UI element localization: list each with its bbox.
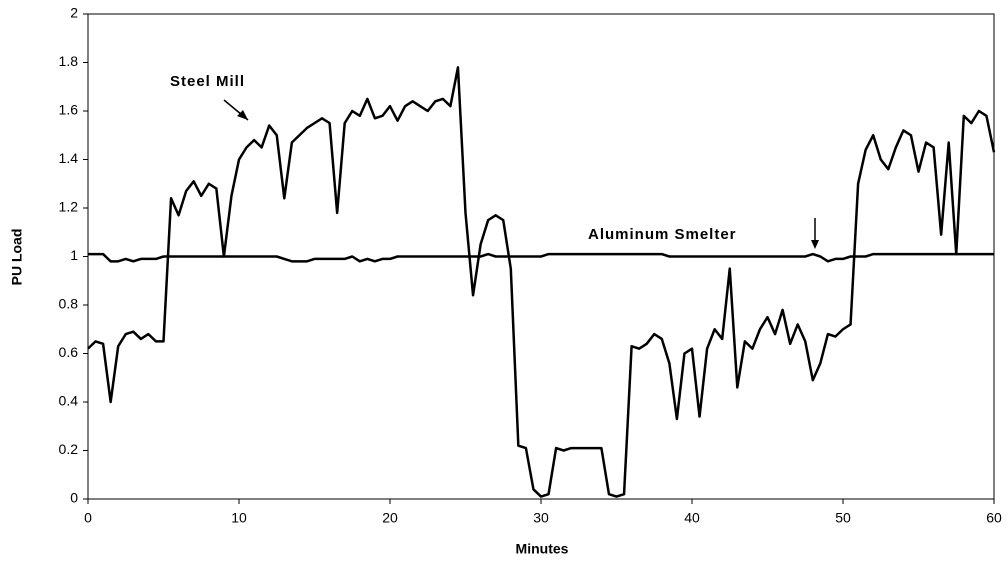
y-tick-label: 1.2 [59,199,79,215]
x-axis-label: Minutes [516,541,569,557]
y-tick-label: 0.4 [59,393,79,409]
x-tick-label: 40 [684,510,700,526]
arrow-head [811,240,819,249]
y-tick-label: 1 [70,247,78,263]
x-tick-label: 0 [84,510,92,526]
series-line [88,252,994,263]
y-tick-label: 1.8 [59,53,79,69]
y-tick-label: 2 [70,5,78,21]
x-tick-label: 10 [231,510,247,526]
y-axis-label: PU Load [9,229,25,286]
x-tick-label: 50 [835,510,851,526]
y-tick-label: 0.8 [59,296,79,312]
x-tick-label: 60 [986,510,1002,526]
annotation: Steel Mill [170,73,245,90]
annotation: Aluminum Smelter [588,226,737,243]
y-tick-label: 0 [70,490,78,506]
y-tick-label: 1.6 [59,102,79,118]
x-tick-label: 30 [533,510,549,526]
y-tick-label: 0.2 [59,441,79,457]
y-tick-label: 1.4 [59,150,79,166]
y-tick-label: 0.6 [59,344,79,360]
arrow-head [237,110,248,120]
series-line [87,66,996,498]
x-tick-label: 20 [382,510,398,526]
